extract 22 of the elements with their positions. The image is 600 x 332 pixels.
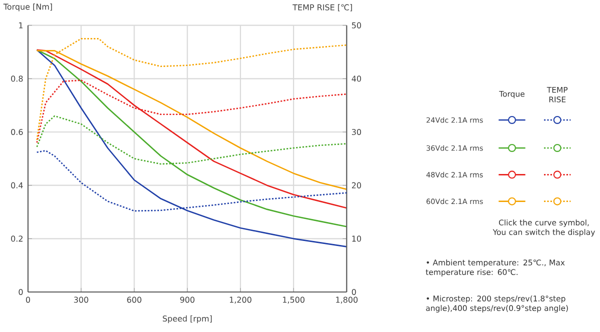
y2-tick-label: 0	[352, 288, 356, 296]
y-tick-label: 0.4	[11, 182, 23, 188]
y2-tick-label: 30	[352, 128, 362, 136]
x-tick-label: 1,800	[336, 296, 358, 304]
x-tick-label: 300	[74, 296, 88, 303]
y-tick-label: 0.2	[11, 236, 22, 242]
x-tick-label: 1,200	[230, 296, 252, 304]
y-tick-label: 0	[18, 288, 23, 296]
y-axis-title: Torque [Nm]	[3, 4, 52, 12]
x-tick-label: 1,500	[282, 296, 304, 304]
x-tick-label: 0	[26, 296, 30, 303]
y2-tick-label: 40	[352, 76, 362, 82]
y-tick-label: 0.8	[11, 76, 23, 82]
y-tick-label: 0.6	[11, 128, 23, 136]
x-axis-title: Speed [rpm]	[162, 315, 212, 324]
y2-axis-title: TEMP RISE [℃]	[292, 4, 352, 12]
y-tick-label: 1	[19, 22, 23, 28]
x-tick-label: 600	[127, 296, 142, 303]
x-tick-label: 900	[180, 296, 194, 303]
y2-tick-label: 20	[352, 182, 362, 188]
y2-tick-label: 50	[352, 22, 362, 28]
y2-tick-label: 10	[352, 236, 362, 242]
